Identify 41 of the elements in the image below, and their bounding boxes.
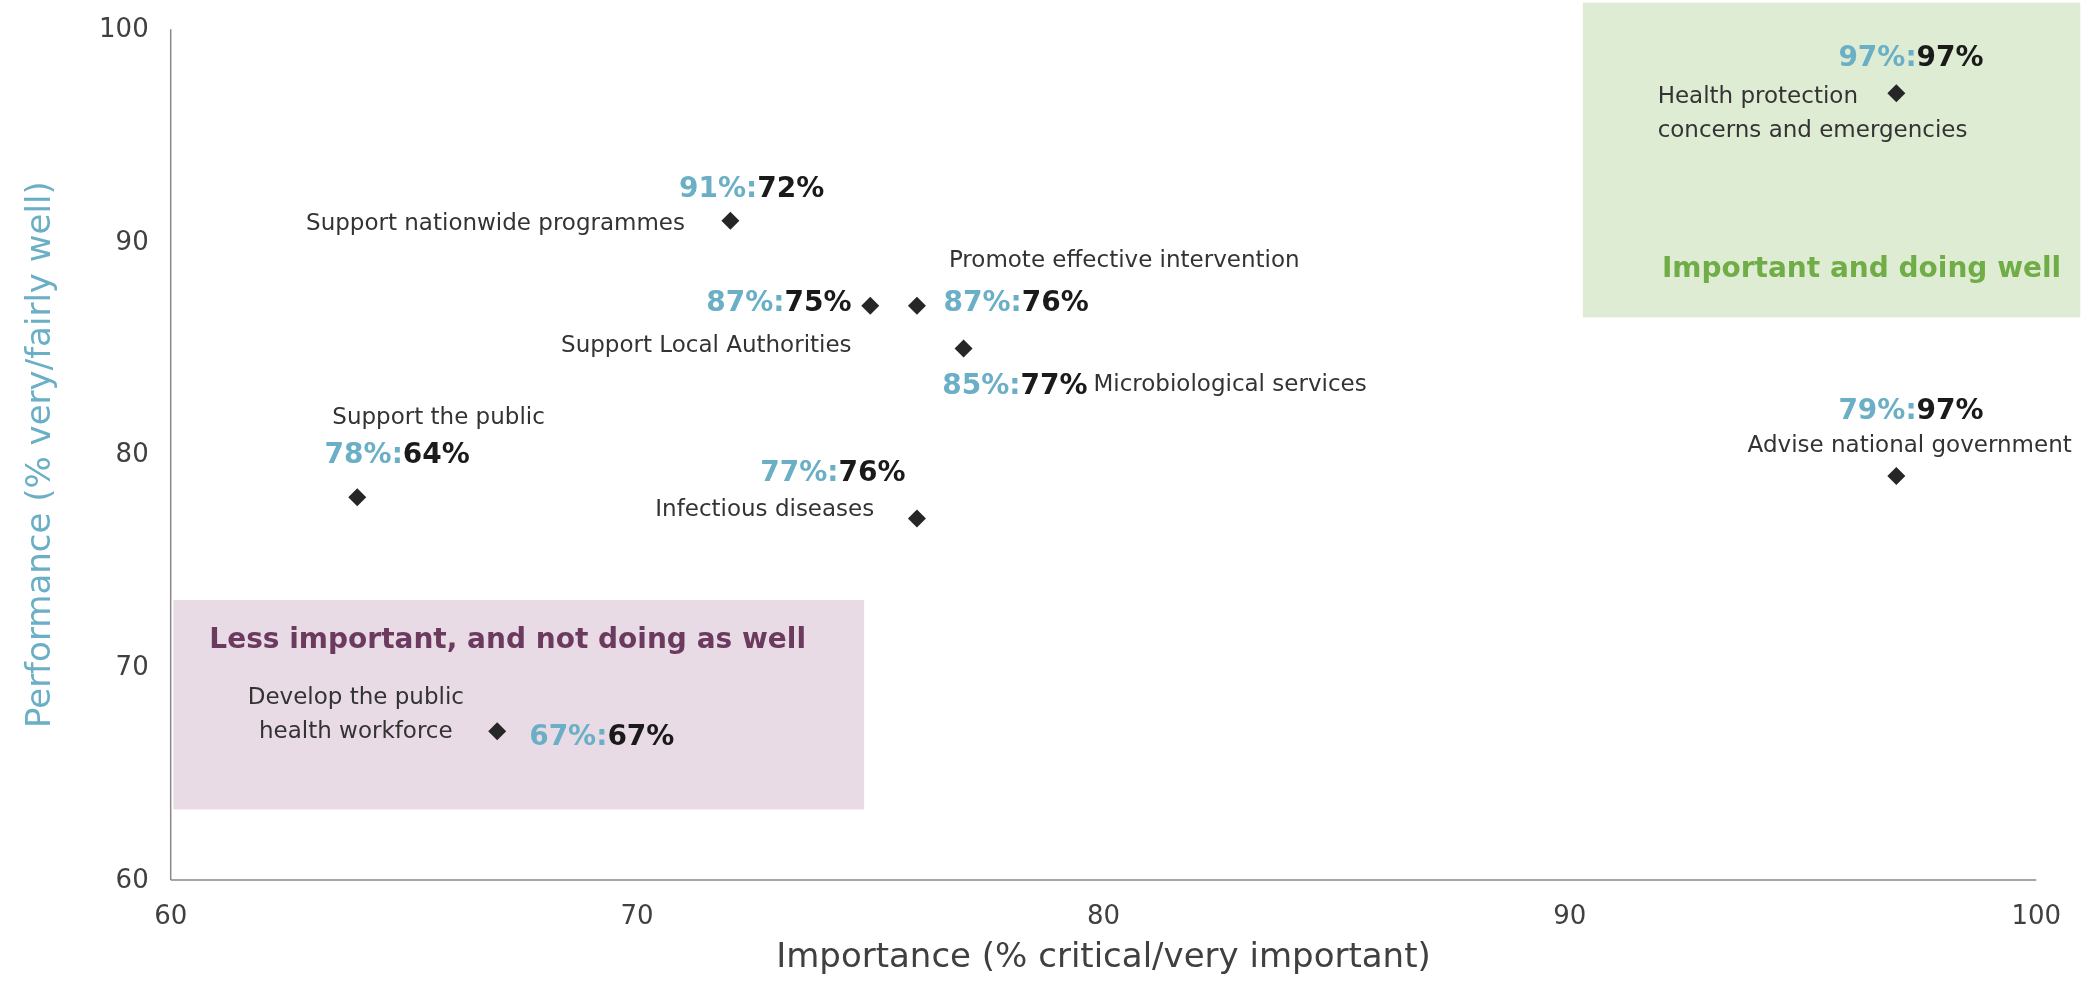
data-label: 78%:64% bbox=[324, 436, 470, 470]
x-tick-label: 100 bbox=[2011, 900, 2062, 931]
point bbox=[907, 509, 926, 528]
x-tick-label: 90 bbox=[1553, 900, 1587, 931]
data-label: 85%:77% bbox=[942, 367, 1088, 401]
point bbox=[488, 722, 507, 741]
annotation: Less important, and not doing as well bbox=[209, 622, 806, 656]
y-tick-label: 80 bbox=[115, 438, 149, 469]
y-tick-label: 70 bbox=[115, 650, 149, 681]
point bbox=[721, 211, 740, 230]
x-tick-label: 70 bbox=[620, 900, 654, 931]
x-tick-label: 80 bbox=[1086, 900, 1121, 931]
point bbox=[907, 296, 926, 315]
data-label: 77%:76% bbox=[760, 455, 906, 489]
annotation: Microbiological services bbox=[1093, 369, 1367, 396]
y-axis-title: Performance (% very/fairly well) bbox=[17, 181, 58, 729]
point bbox=[954, 339, 973, 358]
annotation: Advise national government bbox=[1747, 430, 2072, 457]
point bbox=[861, 296, 880, 315]
y-tick-label: 100 bbox=[99, 12, 149, 43]
point bbox=[348, 488, 367, 507]
point bbox=[1887, 84, 1906, 103]
annotation: Infectious diseases bbox=[655, 494, 875, 521]
data-label: 87%:75% bbox=[706, 285, 852, 319]
annotation: Support the public bbox=[332, 402, 545, 429]
data-label: 67%:67% bbox=[529, 718, 675, 752]
y-tick-label: 90 bbox=[115, 225, 149, 256]
annotation: Develop the public health workforce bbox=[247, 682, 464, 743]
data-label: 79%:97% bbox=[1838, 392, 1984, 426]
data-label: 87%:76% bbox=[943, 285, 1089, 319]
y-tick-label: 60 bbox=[115, 863, 149, 894]
annotation: Support Local Authorities bbox=[561, 330, 852, 357]
x-axis-title: Importance (% critical/very important) bbox=[776, 935, 1431, 975]
data-label: 91%:72% bbox=[679, 170, 825, 204]
x-tick-label: 60 bbox=[154, 900, 188, 931]
annotation: Promote effective intervention bbox=[948, 246, 1300, 272]
point bbox=[1887, 466, 1906, 485]
annotation: Support nationwide programmes bbox=[306, 208, 686, 235]
annotation: Health protection concerns and emergencies bbox=[1657, 81, 1968, 142]
annotation: Important and doing well bbox=[1661, 251, 2062, 285]
data-label: 97%:97% bbox=[1838, 40, 1984, 74]
